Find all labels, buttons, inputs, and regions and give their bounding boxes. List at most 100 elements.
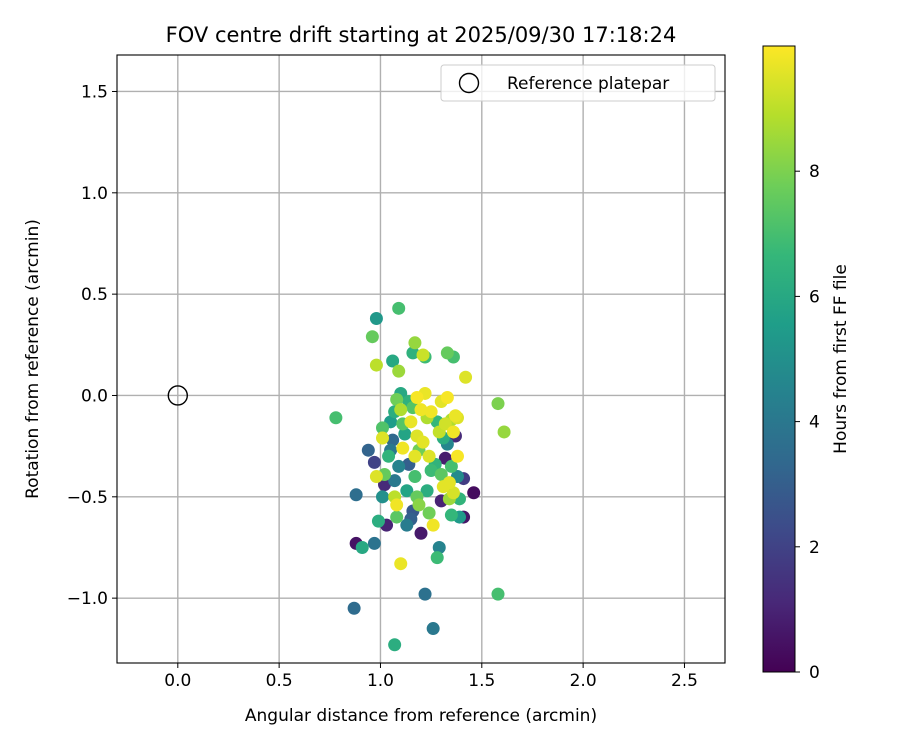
data-point [400,518,414,532]
x-tick-label: 2.5 [671,671,698,691]
data-point [378,478,392,492]
data-point [444,508,458,522]
x-tick-label: 1.0 [367,671,394,691]
data-point [371,514,385,528]
data-point [388,474,402,488]
chart-title: FOV centre drift starting at 2025/09/30 … [166,23,677,47]
data-point [382,449,396,463]
y-tick-label: 1.0 [81,184,108,204]
data-point [406,346,420,360]
x-tick-label: 0.0 [164,671,191,691]
data-point [375,421,389,435]
data-point [410,391,424,405]
data-point [390,393,404,407]
grid-lines [117,55,725,663]
data-point [355,540,369,554]
data-point [430,551,444,565]
data-point [446,486,460,500]
data-point [386,433,400,447]
x-tick-label: 1.5 [468,671,495,691]
data-point [408,336,422,350]
y-axis-label: Rotation from reference (arcmin) [23,219,43,499]
data-point [440,391,454,405]
data-point [416,348,430,362]
data-point [369,358,383,372]
legend: Reference platepar [440,64,716,102]
axes-frame [116,54,726,664]
colorbar-tick-label: 4 [809,413,820,433]
legend-circle-icon [458,72,480,94]
data-point [444,459,458,473]
data-point [432,540,446,554]
data-point [414,526,428,540]
data-point [422,449,436,463]
data-point [361,443,375,457]
colorbar-frame [762,45,796,673]
data-point [424,463,438,477]
data-point [442,476,456,490]
x-tick-label: 2.0 [570,671,597,691]
data-point [394,557,408,571]
data-point [459,370,473,384]
colorbar-tick-label: 8 [809,162,820,182]
data-point [388,638,402,652]
data-point [434,468,448,482]
data-point [392,364,406,378]
data-point [426,518,440,532]
data-point [414,403,428,417]
data-point [438,417,452,431]
data-point [426,622,440,636]
colorbar-tick-label: 6 [809,287,820,307]
colorbar-tick-label: 2 [809,538,820,558]
y-tick-label: 0.5 [81,285,108,305]
data-point [422,506,436,520]
data-points [329,301,511,652]
colorbar-ticks: 0 2 4 6 8 [795,162,820,683]
data-point [394,403,408,417]
data-point [369,470,383,484]
data-point [329,411,343,425]
y-tick-label: −0.5 [67,488,108,508]
reference-platepar-marker [167,385,189,406]
data-point [448,409,462,423]
data-point [367,455,381,469]
data-point [347,601,361,615]
x-tick-label: 0.5 [266,671,293,691]
x-axis-label: Angular distance from reference (arcmin) [245,706,597,726]
data-point [416,435,430,449]
data-point [420,484,434,498]
y-axis-ticks: −1.0 −0.5 0.0 0.5 1.0 1.5 [67,82,117,609]
colorbar-label: Hours from first FF file [831,264,851,454]
data-point [450,449,464,463]
data-point [365,330,379,344]
legend-entry-label: Reference platepar [507,74,669,94]
data-point [367,536,381,550]
data-point [497,425,511,439]
y-tick-label: −1.0 [67,589,108,609]
data-point [400,484,414,498]
colorbar-gradient [763,46,795,672]
colorbar-tick-label: 0 [809,663,820,683]
data-point [375,490,389,504]
x-axis-ticks: 0.0 0.5 1.0 1.5 2.0 2.5 [164,663,698,691]
data-point [392,459,406,473]
y-tick-label: 0.0 [81,386,108,406]
data-point [424,405,438,419]
data-point [404,415,418,429]
data-point [440,346,454,360]
data-point [408,449,422,463]
data-point [412,498,426,512]
data-point [491,587,505,601]
data-point [408,470,422,484]
data-point [396,441,410,455]
data-point [398,427,412,441]
data-point [491,397,505,411]
y-tick-label: 1.5 [81,82,108,102]
legend-box [440,64,716,102]
colorbar: 0 2 4 6 8 Hours from first FF file [762,45,851,683]
data-point [349,488,363,502]
reference-marker-layer [167,385,189,406]
data-point [446,425,460,439]
data-point [418,587,432,601]
